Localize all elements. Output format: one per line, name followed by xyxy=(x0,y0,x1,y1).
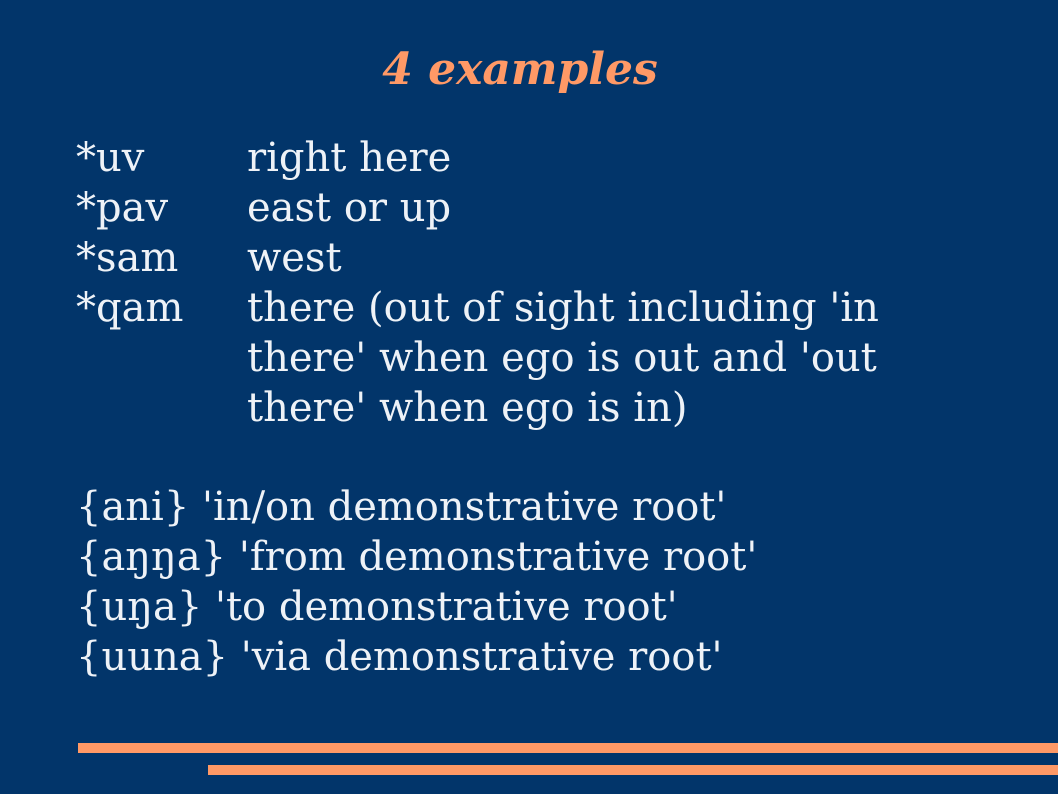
example-term: *uv xyxy=(76,135,145,181)
example-gloss: right here xyxy=(247,135,452,181)
slide-content: *uv right here *pav east or up *sam west… xyxy=(76,133,1036,682)
example-term: *pav xyxy=(76,185,169,231)
example-row: *qam there (out of sight including 'in t… xyxy=(76,283,1036,433)
morpheme-line: {ani} 'in/on demonstrative root' xyxy=(76,484,727,530)
slide-title: 4 examples xyxy=(382,44,658,95)
example-gloss: west xyxy=(247,235,342,281)
morpheme-line: {aŋŋa} 'from demonstrative root' xyxy=(76,534,758,580)
example-row: *pav east or up xyxy=(76,183,1036,233)
example-term: *qam xyxy=(76,285,184,331)
example-row: *sam west xyxy=(76,233,1036,283)
section-spacer xyxy=(76,433,1036,482)
morpheme-line: {uuna} 'via demonstrative root' xyxy=(76,634,723,680)
example-gloss: east or up xyxy=(247,185,452,231)
decorative-rule-long xyxy=(78,743,1058,753)
example-gloss: there (out of sight including 'in there'… xyxy=(247,285,879,431)
example-term: *sam xyxy=(76,235,179,281)
example-row: *uv right here xyxy=(76,133,1036,183)
morpheme-line: {uŋa} 'to demonstrative root' xyxy=(76,584,678,630)
decorative-rule-short xyxy=(208,765,1058,775)
